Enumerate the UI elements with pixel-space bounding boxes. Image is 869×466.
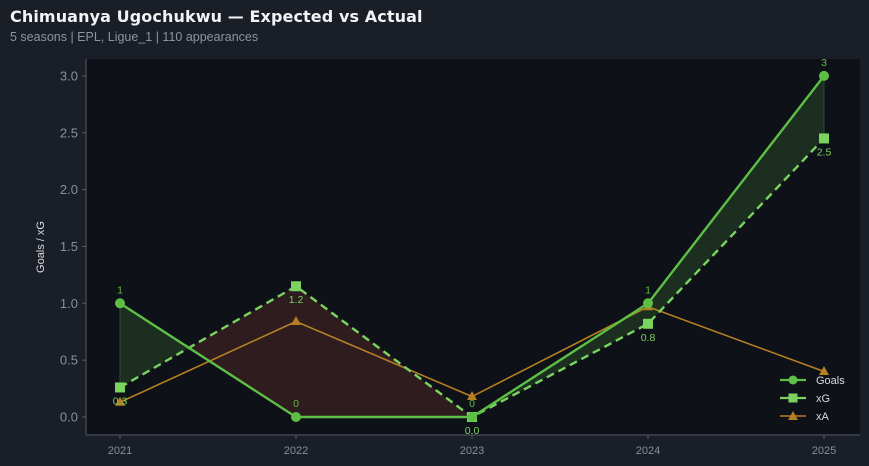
axes: 0.0 0.5 1.0 1.5 2.0 2.5 3.0 2021 2022 2023 2024 202… xyxy=(60,59,860,457)
y-tick-label: 2.0 xyxy=(60,182,78,197)
x-tick-label: 2021 xyxy=(108,445,132,457)
xg-data-label: 2.5 xyxy=(817,146,832,158)
goals-circle-marker xyxy=(291,412,301,422)
difference-fill xyxy=(120,303,189,388)
goals-data-label: 1 xyxy=(117,284,123,296)
x-tick-label: 2025 xyxy=(812,445,836,457)
legend-item-xg: xG xyxy=(780,393,830,405)
plot-area xyxy=(86,59,860,435)
xg-data-label: 0.8 xyxy=(641,332,656,344)
xg-square-marker xyxy=(115,382,125,393)
legend-item-goals: Goals xyxy=(780,375,845,387)
xa-triangle-marker xyxy=(291,315,301,325)
goals-data-label: 0 xyxy=(293,398,299,410)
legend: Goals xG xA xyxy=(780,375,845,423)
goals-data-label: 0 xyxy=(469,398,475,410)
difference-fill xyxy=(188,286,296,417)
chart-title: Chimuanya Ugochukwu — Expected vs Actual xyxy=(10,7,423,26)
goals-data-label: 1 xyxy=(645,284,651,296)
data-labels: 1 0 0 1 3 0.3 1.2 0.0 0.8 2.5 xyxy=(113,57,832,437)
goals-data-label: 3 xyxy=(821,57,827,69)
y-tick-label: 1.0 xyxy=(60,296,78,311)
goals-circle-marker xyxy=(643,298,653,309)
xa-triangle-marker xyxy=(819,366,829,376)
xg-square-marker xyxy=(291,281,301,292)
goals-circle-marker xyxy=(467,412,477,422)
goals-circle-marker xyxy=(819,70,829,81)
xa-triangle-marker xyxy=(467,391,477,401)
svg-text:xA: xA xyxy=(816,411,830,423)
xg-square-marker xyxy=(643,318,653,329)
chart-subtitle: 5 seasons | EPL, Ligue_1 | 110 appearanc… xyxy=(10,30,259,44)
y-tick-label: 3.0 xyxy=(60,68,78,83)
y-tick-label: 1.5 xyxy=(60,239,78,254)
xg-data-label: 0.0 xyxy=(465,425,480,437)
svg-text:xG: xG xyxy=(816,393,830,405)
y-tick-label: 0.5 xyxy=(60,353,78,368)
y-tick-label: 2.5 xyxy=(60,125,78,140)
xg-square-marker xyxy=(819,133,829,144)
svg-text:Goals: Goals xyxy=(816,375,845,387)
xa-triangle-marker xyxy=(115,396,125,406)
xg-data-label: 0.3 xyxy=(113,395,128,407)
x-tick-label: 2023 xyxy=(460,445,484,457)
triangle-marker-icon xyxy=(788,411,798,420)
circle-marker-icon xyxy=(788,375,798,385)
x-tick-label: 2024 xyxy=(636,445,660,457)
y-axis-label: Goals / xG xyxy=(35,221,47,273)
difference-fill xyxy=(648,75,824,324)
x-tick-label: 2022 xyxy=(284,445,308,457)
goals-circle-marker xyxy=(115,298,125,309)
y-tick-label: 0.0 xyxy=(60,410,78,425)
legend-item-xa: xA xyxy=(780,411,830,423)
series-lines xyxy=(115,70,829,422)
xg-data-label: 1.2 xyxy=(289,294,304,306)
square-marker-icon xyxy=(788,393,798,403)
